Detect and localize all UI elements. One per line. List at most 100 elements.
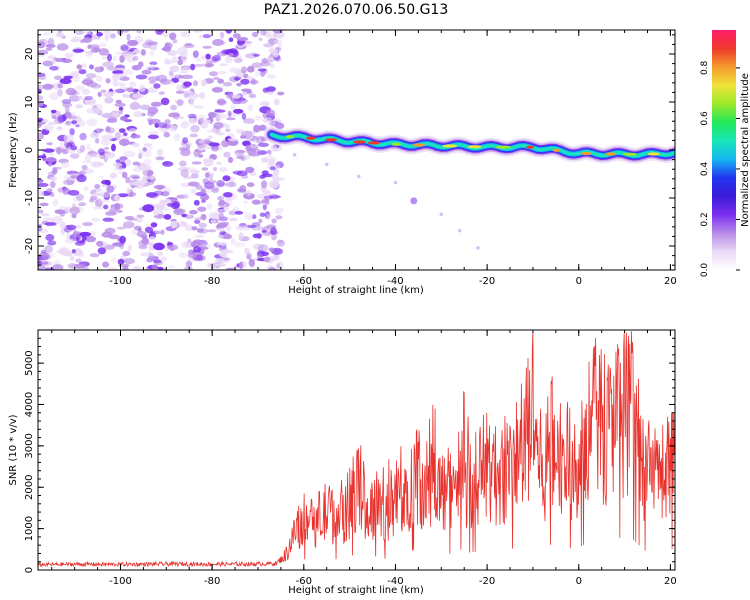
- noise-speckle: [111, 184, 118, 189]
- noise-speckle: [246, 76, 254, 80]
- noise-speckle: [153, 190, 164, 196]
- noise-speckle: [147, 111, 156, 117]
- noise-speckle: [108, 208, 120, 213]
- noise-speckle: [170, 220, 178, 229]
- noise-speckle: [115, 132, 122, 140]
- noise-speckle: [225, 267, 237, 270]
- noise-speckle: [122, 221, 135, 229]
- noise-speckle: [59, 78, 72, 85]
- noise-speckle: [160, 97, 170, 106]
- noise-speckle: [85, 52, 93, 57]
- noise-speckle: [248, 152, 261, 157]
- noise-speckle: [72, 75, 80, 82]
- noise-speckle: [179, 160, 187, 167]
- noise-speckle: [243, 155, 251, 160]
- noise-speckle: [42, 60, 54, 67]
- noise-speckle: [250, 148, 261, 154]
- noise-speckle: [274, 207, 284, 215]
- noise-speckle: [251, 31, 259, 38]
- noise-speckle: [45, 157, 57, 163]
- noise-speckle: [147, 251, 152, 255]
- noise-speckle: [131, 176, 141, 180]
- noise-speckle: [228, 52, 234, 57]
- noise-speckle: [70, 145, 78, 151]
- noise-speckle: [239, 261, 244, 270]
- colorbar-tick-label: 0.2: [700, 212, 710, 226]
- noise-speckle: [247, 65, 255, 73]
- noise-speckle: [203, 138, 211, 144]
- noise-speckle: [100, 89, 107, 93]
- noise-speckle: [145, 224, 153, 228]
- noise-speckle: [183, 90, 194, 99]
- noise-speckle: [103, 204, 109, 210]
- noise-speckle: [146, 87, 159, 94]
- noise-speckle: [38, 72, 46, 77]
- noise-speckle: [258, 218, 263, 224]
- noise-speckle: [118, 263, 130, 268]
- noise-speckle: [234, 241, 246, 248]
- noise-speckle: [184, 266, 193, 270]
- noise-speckle: [218, 199, 226, 207]
- noise-speckle: [149, 61, 158, 66]
- noise-speckle: [117, 193, 129, 198]
- x-tick-label: 20: [664, 276, 677, 287]
- noise-speckle: [147, 170, 154, 177]
- noise-speckle: [127, 217, 138, 221]
- y-tick-label: -10: [24, 190, 35, 206]
- noise-speckle: [56, 43, 69, 51]
- noise-speckle: [119, 55, 125, 63]
- noise-speckle: [66, 224, 77, 231]
- noise-speckle: [197, 206, 207, 212]
- noise-speckle: [262, 190, 272, 195]
- noise-speckle: [100, 184, 108, 188]
- noise-speckle: [150, 101, 162, 107]
- branch-point: [457, 228, 462, 233]
- x-tick-label: 20: [664, 576, 677, 587]
- noise-speckle: [38, 264, 46, 270]
- noise-speckle: [206, 129, 217, 133]
- noise-speckle: [39, 202, 49, 207]
- snr-panel: -100 -80 -60 -40 -20 0 20 0 1000 2000 3000 4000 5000…: [8, 329, 677, 596]
- noise-speckle: [260, 101, 270, 106]
- noise-speckle: [241, 43, 252, 47]
- noise-speckle: [75, 85, 86, 91]
- noise-speckle: [125, 176, 131, 184]
- noise-speckle: [259, 212, 266, 217]
- noise-speckle: [191, 226, 198, 231]
- noise-speckle: [126, 87, 134, 93]
- noise-speckle: [251, 62, 263, 68]
- colorbar-tick-label: 0.4: [700, 162, 710, 177]
- noise-speckle: [50, 181, 56, 189]
- noise-speckle: [212, 38, 224, 47]
- noise-speckle: [104, 97, 114, 104]
- noise-speckle: [82, 265, 89, 270]
- noise-speckle: [42, 153, 46, 162]
- y-tick-label: 0: [24, 147, 35, 153]
- noise-speckle: [101, 231, 112, 238]
- noise-speckle: [161, 31, 170, 38]
- noise-speckle: [38, 117, 44, 122]
- noise-speckle: [43, 84, 53, 91]
- noise-speckle: [61, 58, 73, 63]
- faint-branch-layer: [292, 153, 480, 250]
- noise-speckle: [120, 44, 129, 52]
- noise-speckle: [157, 122, 163, 131]
- noise-speckle: [136, 30, 142, 34]
- noise-speckle: [126, 39, 139, 47]
- noise-speckle: [141, 69, 152, 75]
- noise-speckle: [236, 37, 249, 41]
- noise-speckle: [137, 165, 149, 170]
- noise-speckle: [44, 222, 57, 226]
- branch-point: [393, 180, 398, 185]
- noise-speckle: [91, 103, 104, 110]
- noise-speckle: [109, 172, 118, 179]
- noise-speckle: [101, 134, 114, 141]
- noise-speckle: [132, 93, 144, 99]
- noise-speckle: [64, 53, 74, 59]
- noise-speckle: [145, 175, 157, 180]
- noise-speckle: [120, 134, 130, 140]
- noise-speckle: [266, 122, 275, 126]
- noise-speckle: [97, 91, 102, 97]
- noise-speckle: [101, 179, 110, 185]
- noise-speckle: [183, 81, 192, 87]
